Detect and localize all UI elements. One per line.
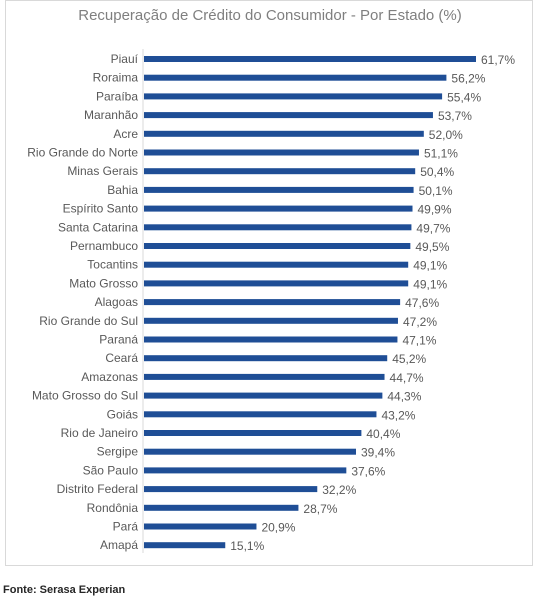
category-label: Goiás [107, 407, 138, 421]
bar [144, 186, 414, 193]
value-label: 53,7% [438, 109, 472, 123]
bar [144, 130, 424, 137]
bar [144, 299, 401, 306]
bar [144, 112, 433, 119]
category-label: São Paulo [83, 463, 139, 477]
category-label: Minas Gerais [67, 164, 138, 178]
bar [144, 56, 476, 62]
bar [144, 336, 398, 343]
value-label: 61,7% [481, 53, 515, 67]
bar [144, 317, 398, 324]
category-label: Rio de Janeiro [61, 426, 139, 440]
value-label: 50,4% [420, 165, 454, 179]
category-label: Piauí [111, 52, 139, 66]
bar [144, 74, 447, 81]
bar-chart: Piauí 61,7% Roraima 56,2% Paraíba 55,4% Maranh… [27, 49, 515, 553]
bar [144, 392, 383, 399]
category-label: Alagoas [95, 295, 138, 309]
value-label: 49,5% [415, 240, 449, 254]
value-label: 47,1% [402, 334, 436, 348]
bar [144, 448, 357, 455]
category-label: Sergipe [97, 445, 139, 459]
value-label: 37,6% [351, 464, 385, 478]
bar [144, 430, 362, 436]
bar [144, 168, 416, 175]
value-label: 40,4% [366, 427, 400, 441]
category-label: Santa Catarina [58, 220, 138, 234]
bar [144, 504, 299, 511]
category-label: Paraíba [96, 89, 138, 103]
value-label: 51,1% [424, 147, 458, 161]
bar [144, 467, 347, 474]
category-label: Distrito Federal [57, 482, 138, 496]
category-label: Amapá [100, 538, 138, 552]
bar [144, 243, 411, 249]
category-label: Paraná [99, 333, 138, 347]
category-label: Acre [113, 127, 138, 141]
category-label: Pará [113, 520, 139, 534]
category-label: Mato Grosso [69, 276, 138, 290]
category-label: Rio Grande do Norte [27, 146, 138, 160]
bar [144, 224, 412, 231]
value-label: 52,0% [429, 128, 463, 142]
bar [144, 261, 409, 268]
value-label: 49,7% [416, 221, 450, 235]
bar [144, 373, 385, 380]
bar [144, 280, 409, 287]
category-label: Tocantins [87, 258, 138, 272]
category-label: Mato Grosso do Sul [32, 389, 138, 403]
bar [144, 411, 377, 418]
value-label: 44,7% [390, 371, 424, 385]
value-label: 43,2% [381, 408, 415, 422]
value-label: 56,2% [451, 72, 485, 86]
value-label: 49,9% [418, 203, 452, 217]
bar [144, 355, 388, 362]
value-label: 45,2% [392, 352, 426, 366]
category-label: Espírito Santo [63, 202, 139, 216]
bar [144, 149, 419, 156]
value-label: 32,2% [322, 483, 356, 497]
category-label: Maranhão [84, 108, 138, 122]
bar [144, 205, 413, 212]
chart-frame: Recuperação de Crédito do Consumidor - P… [5, 0, 533, 566]
value-label: 20,9% [261, 521, 295, 535]
value-label: 15,1% [230, 539, 264, 553]
bar [144, 542, 226, 549]
category-label: Amazonas [81, 370, 138, 384]
source-note: Fonte: Serasa Experian [3, 584, 126, 596]
value-label: 49,1% [413, 277, 447, 291]
value-label: 50,1% [419, 184, 453, 198]
category-label: Ceará [105, 351, 138, 365]
value-label: 49,1% [413, 259, 447, 273]
bar [144, 486, 318, 493]
bar [144, 523, 257, 530]
chart-title: Recuperação de Crédito do Consumidor - P… [78, 7, 462, 24]
value-label: 47,2% [403, 315, 437, 329]
bar [144, 93, 443, 100]
category-label: Rio Grande do Sul [39, 314, 138, 328]
value-label: 39,4% [361, 446, 395, 460]
category-label: Roraima [93, 71, 139, 85]
value-label: 28,7% [303, 502, 337, 516]
category-label: Rondônia [87, 501, 139, 515]
value-label: 47,6% [405, 296, 439, 310]
value-label: 55,4% [447, 90, 481, 104]
category-label: Bahia [107, 183, 138, 197]
value-label: 44,3% [387, 390, 421, 404]
category-label: Pernambuco [70, 239, 138, 253]
